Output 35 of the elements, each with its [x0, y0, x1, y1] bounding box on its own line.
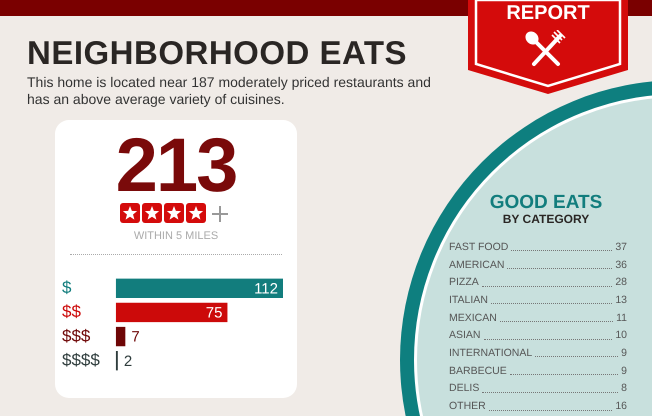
text: REPORT — [505, 2, 591, 25]
y-tick-label: $$ — [62, 302, 82, 322]
chart-title: NEIGHBORHOOD EATS — [27, 34, 408, 72]
data-label: 9 — [621, 346, 627, 359]
data-label: 10 — [615, 329, 627, 342]
text: BY CATEGORY — [502, 212, 590, 226]
data-label: 9 — [621, 364, 627, 377]
data-label: 37 — [615, 240, 627, 253]
category-label: PIZZA — [449, 276, 479, 288]
data-label: 28 — [615, 276, 627, 288]
y-tick-label: $ — [62, 278, 72, 297]
chart-subtitle: This home is located near 187 moderately priced restaurants and has an above average variety of cuisines. — [27, 74, 432, 108]
data-label: 11 — [616, 312, 627, 324]
category-label: DELIS — [449, 382, 480, 394]
category-label: ASIAN — [449, 329, 481, 342]
category-label: ITALIAN — [449, 294, 488, 306]
data-label: 8 — [621, 382, 627, 394]
text: WITHIN 5 MILES — [132, 230, 220, 242]
data-label: 7 — [131, 328, 140, 346]
data-label: 2 — [124, 352, 132, 370]
category-label: FAST FOOD — [449, 240, 508, 253]
y-tick-label: $$$ — [62, 326, 91, 346]
category-label: MEXICAN — [449, 312, 497, 324]
data-label: 36 — [615, 258, 627, 271]
data-label: 112 — [254, 280, 278, 298]
category-label: BARBECUE — [449, 364, 507, 377]
y-tick-label: $$$$ — [62, 350, 100, 370]
category-label: OTHER — [449, 400, 486, 412]
category-label: INTERNATIONAL — [449, 346, 532, 359]
text: 213 — [114, 122, 238, 209]
data-label: 75 — [206, 304, 222, 322]
text: GOOD EATS — [488, 192, 604, 214]
category-label: AMERICAN — [449, 258, 504, 271]
data-label: 16 — [615, 400, 627, 412]
data-label: 13 — [615, 294, 627, 306]
